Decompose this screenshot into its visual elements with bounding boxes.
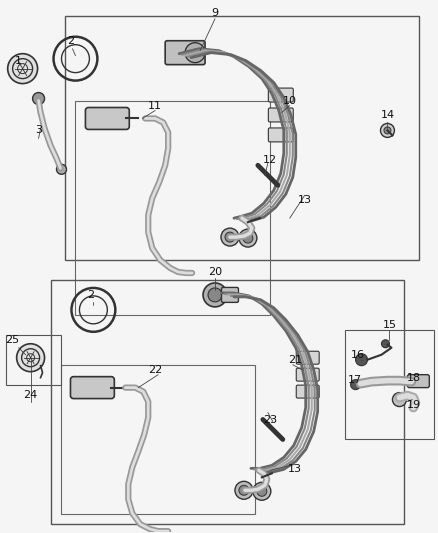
Circle shape [356, 354, 367, 366]
Text: 16: 16 [350, 350, 364, 360]
Text: 22: 22 [148, 365, 162, 375]
Text: 9: 9 [212, 8, 219, 18]
Text: 10: 10 [283, 95, 297, 106]
Text: 18: 18 [407, 373, 421, 383]
Text: 2: 2 [87, 290, 94, 300]
Text: 13: 13 [298, 195, 312, 205]
Circle shape [243, 233, 253, 243]
FancyBboxPatch shape [222, 287, 238, 302]
FancyBboxPatch shape [268, 88, 293, 102]
Circle shape [235, 481, 253, 499]
Circle shape [384, 127, 391, 134]
Text: 23: 23 [263, 415, 277, 424]
FancyBboxPatch shape [296, 385, 319, 398]
Circle shape [221, 228, 239, 246]
Text: 24: 24 [24, 390, 38, 400]
Text: 13: 13 [288, 464, 302, 474]
Circle shape [203, 283, 227, 307]
Circle shape [350, 379, 360, 390]
Text: 15: 15 [382, 320, 396, 330]
FancyBboxPatch shape [268, 108, 293, 122]
Text: 17: 17 [347, 375, 362, 385]
Circle shape [8, 54, 38, 84]
FancyBboxPatch shape [85, 108, 129, 130]
Text: 19: 19 [407, 400, 421, 409]
FancyBboxPatch shape [296, 351, 319, 364]
Circle shape [257, 486, 267, 496]
Text: 12: 12 [263, 155, 277, 165]
Text: 14: 14 [380, 110, 395, 120]
Circle shape [225, 232, 235, 242]
FancyBboxPatch shape [71, 377, 114, 399]
Circle shape [381, 124, 395, 138]
Text: 25: 25 [6, 335, 20, 345]
Circle shape [239, 229, 257, 247]
Bar [345, 330, 434, 439]
Circle shape [381, 340, 389, 348]
Circle shape [57, 164, 67, 174]
Circle shape [208, 288, 222, 302]
Circle shape [17, 344, 45, 372]
Circle shape [392, 393, 406, 407]
Circle shape [239, 486, 249, 495]
Text: 20: 20 [208, 267, 222, 277]
Bar [60, 365, 255, 514]
FancyBboxPatch shape [165, 41, 205, 64]
Text: 21: 21 [288, 354, 302, 365]
Circle shape [185, 43, 205, 63]
Text: 2: 2 [67, 36, 74, 46]
Text: 1: 1 [15, 55, 22, 66]
Bar [50, 280, 404, 524]
Circle shape [32, 93, 45, 104]
FancyBboxPatch shape [268, 128, 293, 142]
Bar [6, 335, 60, 385]
Text: 3: 3 [35, 125, 42, 135]
FancyBboxPatch shape [407, 375, 429, 387]
Bar [75, 101, 270, 315]
Circle shape [253, 482, 271, 500]
Text: 11: 11 [148, 101, 162, 110]
FancyBboxPatch shape [296, 368, 319, 381]
Bar [66, 16, 419, 260]
